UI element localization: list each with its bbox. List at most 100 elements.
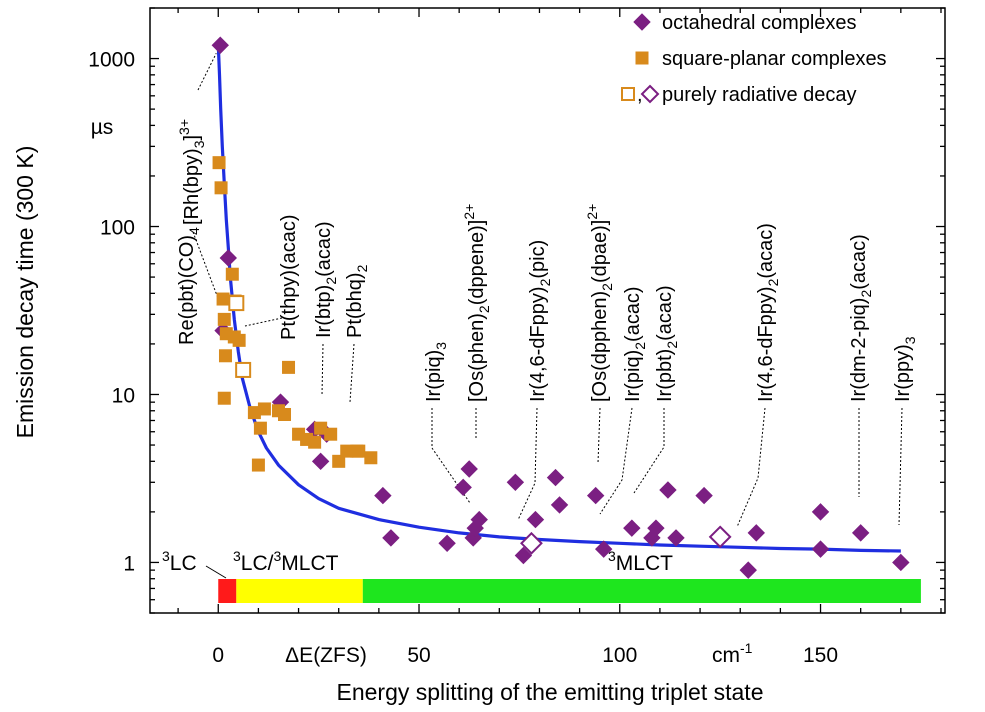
radiative-square-point [228,295,245,312]
annotation-label: Ir(piq)3 [423,342,449,402]
annotation-label: [Os(dpphen)2(dpae)]2+ [584,204,615,402]
region-lc [236,579,363,603]
square-planar-point [332,454,346,468]
y-tick-label: 10 [112,384,135,407]
octahedral-point [454,478,472,497]
annotation-label-sub: 3 [433,342,449,350]
axes: 0 50 100 150 1 10 100 1000 [88,7,946,667]
annotation-label: Ir(ppy)3 [892,336,918,402]
square-planar-point [217,391,231,405]
octahedral-point [514,546,533,565]
square-planar-point [253,421,267,435]
annotation-label: [Os(phen)2(dppene)]2+ [461,204,492,402]
annotation-label: Ir(4,6-dFppy)2(acac) [755,223,781,402]
annotation-label-sub: 2 [664,341,680,349]
y-tick-label: 1 [123,552,135,575]
square-planar-point [324,427,338,441]
radiative-square-point [235,361,252,378]
square-planar-point [278,407,292,421]
annotation-leader [633,408,665,494]
x-tick-label: 0 [212,644,224,667]
region-label-sup: 3 [608,548,616,564]
annotation-label-text: (acac) [313,221,335,277]
annotation-label-sup: 3+ [176,119,192,135]
legend-label: square-planar complexes [662,48,887,70]
annotation-leader [197,53,217,91]
annotation-label-sub: 2 [476,305,492,313]
annotation-leader [517,407,538,521]
octahedral-point [460,460,478,478]
octahedral-point [695,486,713,505]
annotation-leader [898,407,903,526]
legend: , octahedral complexes square-planar compl… [621,12,887,106]
annotation-labels: [Rh(bpy)3]3+Re(pbt)(CO)4 Pt(thpy)(acac) Ir… [176,119,918,402]
x-axis-inner-label: ΔE(ZFS) [285,644,367,667]
fit-curve [216,45,901,553]
square-planar-point [352,444,366,458]
annotation-label-sub: 2 [537,278,553,286]
region-label-text: LC/ [241,552,274,575]
octahedral-point [659,481,677,499]
region-label: 3LC [162,548,197,575]
annotation-label-text: Pt(bhq) [344,272,366,338]
region-label: 3MLCT [608,548,673,575]
octahedral-point [647,519,665,537]
annotation-label: Pt(bhq)2 [344,264,370,338]
octahedral-point [219,249,238,267]
annotation-label-text: (acac) [848,234,870,290]
octahedral-point [382,529,400,547]
legend-label: purely radiative decay [662,84,857,106]
annotation-label-sub: 2 [632,342,648,350]
square-planar-point [232,333,246,347]
x-tick-label: 150 [803,644,838,667]
region-label-sup: 3 [162,548,170,564]
octahedral-point [438,534,456,553]
annotation-leader [244,317,283,327]
annotation-label: Ir(pbt)2(acac) [654,285,680,402]
plot-frame [149,7,946,614]
region-label-sup: 3 [233,548,241,564]
annotation-label-text: Ir(4,6-dFppy) [527,286,549,402]
annotation-label-text: Ir(pbt) [654,349,676,402]
octahedral-point [374,486,392,505]
square-planar-point [217,312,231,326]
y-axis-title: Emission decay time (300 K) [12,146,38,439]
octahedral-point [211,36,229,54]
octahedral-point [470,510,488,529]
annotation-label: Ir(4,6-dFppy)2(pic) [527,240,553,402]
annotation-label-sup: 2+ [584,204,600,220]
annotation-label-text: Pt(thpy)(acac) [278,214,300,340]
annotation-label-text: [Os(phen) [466,313,488,402]
annotation-label-text: [Os(dpphen) [589,291,611,402]
square-planar-point [364,451,378,465]
annotation-label-sub: 4 [186,227,202,235]
legend-label: octahedral complexes [662,12,857,34]
y-tick-label: 100 [100,217,135,240]
annotation-label-sub: 3 [191,140,207,148]
annotation-label-sub: 2 [765,278,781,286]
annotation-label: Re(pbt)(CO)4 [176,227,202,345]
x-axis-title: Energy splitting of the emitting triplet… [337,679,764,705]
annotation-label-sup: 2+ [461,204,477,220]
octahedral-point [595,540,613,558]
annotation-label-text: Ir(btp) [313,285,335,338]
legend-marker-radiative-square [621,87,635,101]
annotation-label-text: [Rh(bpy) [181,148,203,225]
annotation-label-text: Ir(dm-2-piq) [848,298,870,402]
annotation-label-text: (acac) [755,223,777,279]
annotation-label-text: (dpae)] [589,220,611,283]
annotation-label-text: (acac) [654,285,676,341]
square-planar-point [214,181,228,195]
annotation-label-sub: 2 [599,283,615,291]
annotation-leader [192,231,220,302]
annotation-leader [599,407,633,515]
legend-marker-octahedral [633,13,651,31]
region-mlct [362,579,921,603]
octahedral-point [506,473,525,492]
region-label-pointer [205,565,227,579]
legend-marker-radiative-diamond [640,84,660,104]
octahedral-point [526,510,545,529]
annotation-label-text: Re(pbt)(CO) [176,235,198,345]
annotation-label: Ir(btp)2(acac) [313,221,339,338]
annotation-label-sub: 3 [902,336,918,344]
